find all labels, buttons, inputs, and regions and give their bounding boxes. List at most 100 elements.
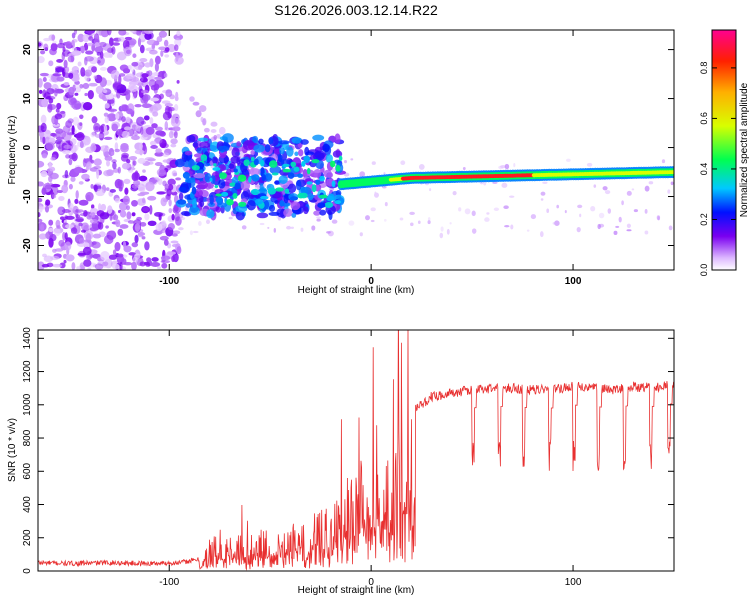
spectrogram-blob — [118, 36, 125, 42]
spectrogram-blob — [80, 45, 85, 54]
spectrogram-blob — [137, 193, 146, 197]
spectrogram-blob — [90, 131, 96, 138]
spectrogram-blob — [77, 61, 82, 67]
spectrogram-blob — [565, 158, 571, 162]
spectrogram-blob — [613, 230, 618, 235]
spectrogram-blob — [164, 47, 170, 52]
spectrogram-blob — [110, 99, 115, 104]
spectrogram-blob — [156, 191, 167, 195]
spectrogram-blob — [173, 172, 178, 177]
spectrogram-blob — [165, 164, 172, 171]
spectrogram-blob — [71, 39, 78, 43]
snr-x-ticks: -100 0 100 — [159, 330, 582, 588]
spectrogram-blob — [82, 135, 91, 146]
spectrogram-blob — [78, 199, 89, 206]
spectrogram-blob — [669, 170, 674, 175]
spectrogram-blob — [98, 125, 104, 134]
spectrogram-blob — [59, 216, 65, 220]
spectrogram-blob — [68, 86, 75, 96]
x-tick-label: 100 — [565, 276, 582, 287]
spectrogram-blob — [139, 57, 148, 63]
spectrogram-blob — [131, 184, 139, 189]
spectrogram-blob — [291, 212, 297, 218]
spectrogram-blob — [123, 178, 131, 185]
spectrogram-blob — [104, 116, 110, 124]
spectrogram-blob — [213, 135, 217, 140]
spectrogram-blob — [303, 206, 309, 215]
spectrogram-blob — [62, 46, 66, 52]
spectrogram-blob — [38, 181, 44, 187]
spectrogram-blob — [546, 208, 550, 213]
spectrogram-blob — [48, 161, 53, 169]
spectrogram-blob — [174, 44, 179, 52]
spectrogram-blob — [96, 169, 100, 180]
spectrogram-blob — [283, 208, 293, 217]
spectrogram-blob — [100, 30, 109, 38]
spectrogram-blob — [300, 227, 304, 232]
spectrogram-blob — [111, 123, 118, 132]
spectrogram-blob — [175, 177, 182, 181]
spectrogram-blob — [95, 188, 105, 197]
spectrogram-blob — [552, 222, 555, 225]
spectrogram-blob — [250, 150, 256, 155]
spectrogram-blob — [112, 161, 117, 170]
spectrogram-blob — [164, 183, 170, 191]
spectrogram-blob — [633, 209, 639, 213]
spectrogram-blob — [131, 212, 136, 217]
spectrogram-blob — [38, 218, 43, 223]
colorbar-gradient — [711, 29, 737, 271]
spectrogram-blob — [261, 173, 266, 182]
spectrogram-blob — [409, 211, 415, 216]
spectrogram-blob — [131, 135, 140, 141]
spectrogram-blob — [114, 241, 121, 252]
spectrogram-blob — [121, 162, 130, 170]
spectrogram-blob — [209, 194, 214, 205]
spectrogram-blob — [253, 144, 266, 153]
spectrogram-blob — [67, 55, 75, 63]
spectrogram-blob — [286, 146, 294, 157]
spectrogram-blob — [148, 105, 159, 114]
spectrogram-blob — [241, 225, 247, 230]
colorbar-tick-label: 0.2 — [699, 213, 709, 226]
spectrogram-blob — [139, 44, 145, 54]
spectrogram-blob — [104, 145, 109, 149]
spectrogram-blob — [294, 151, 299, 157]
spectrogram-blob — [116, 254, 125, 264]
spectrogram-blob — [131, 61, 139, 67]
spectrogram-blob — [644, 185, 650, 192]
spectrogram-blob — [154, 211, 163, 217]
colorbar-label: Normalized spectral amplitude — [739, 82, 750, 217]
spectrogram-blob — [305, 151, 315, 156]
spectrogram-x-axis-label: Height of straight line (km) — [298, 285, 415, 296]
spectrogram-blob — [177, 199, 187, 205]
spectrogram-blob — [159, 131, 166, 137]
spectrogram-blob — [210, 129, 217, 133]
spectrogram-blob — [615, 225, 620, 228]
spectrogram-blob — [154, 151, 164, 157]
spectrogram-blob — [89, 227, 98, 232]
colorbar-tick-label: 0.4 — [699, 163, 709, 176]
spectrogram-blob — [51, 34, 56, 41]
spectrogram-blob — [59, 110, 66, 114]
spectrogram-blob — [119, 224, 129, 229]
spectrogram-blob — [103, 124, 108, 134]
spectrogram-blob — [134, 234, 139, 244]
spectrogram-blob — [350, 158, 354, 161]
spectrogram-blob — [259, 222, 265, 226]
x-tick-label: 0 — [368, 577, 374, 588]
spectrogram-blob — [143, 261, 150, 266]
spectrogram-blob — [626, 229, 632, 232]
spectrogram-blob — [217, 145, 230, 152]
spectrogram-blob — [58, 196, 65, 201]
spectrogram-blob — [38, 160, 45, 168]
spectrogram-blob — [248, 176, 252, 183]
spectrogram-blob — [137, 232, 146, 236]
spectrogram-blob — [50, 132, 57, 137]
spectrogram-blob — [68, 183, 73, 190]
spectrogram-blob — [136, 116, 145, 126]
spectrogram-blob — [145, 126, 155, 135]
spectrogram-blob — [75, 190, 79, 200]
y-tick-label: -20 — [22, 238, 33, 253]
spectrogram-blob — [334, 133, 341, 144]
spectrogram-blob — [400, 160, 406, 165]
